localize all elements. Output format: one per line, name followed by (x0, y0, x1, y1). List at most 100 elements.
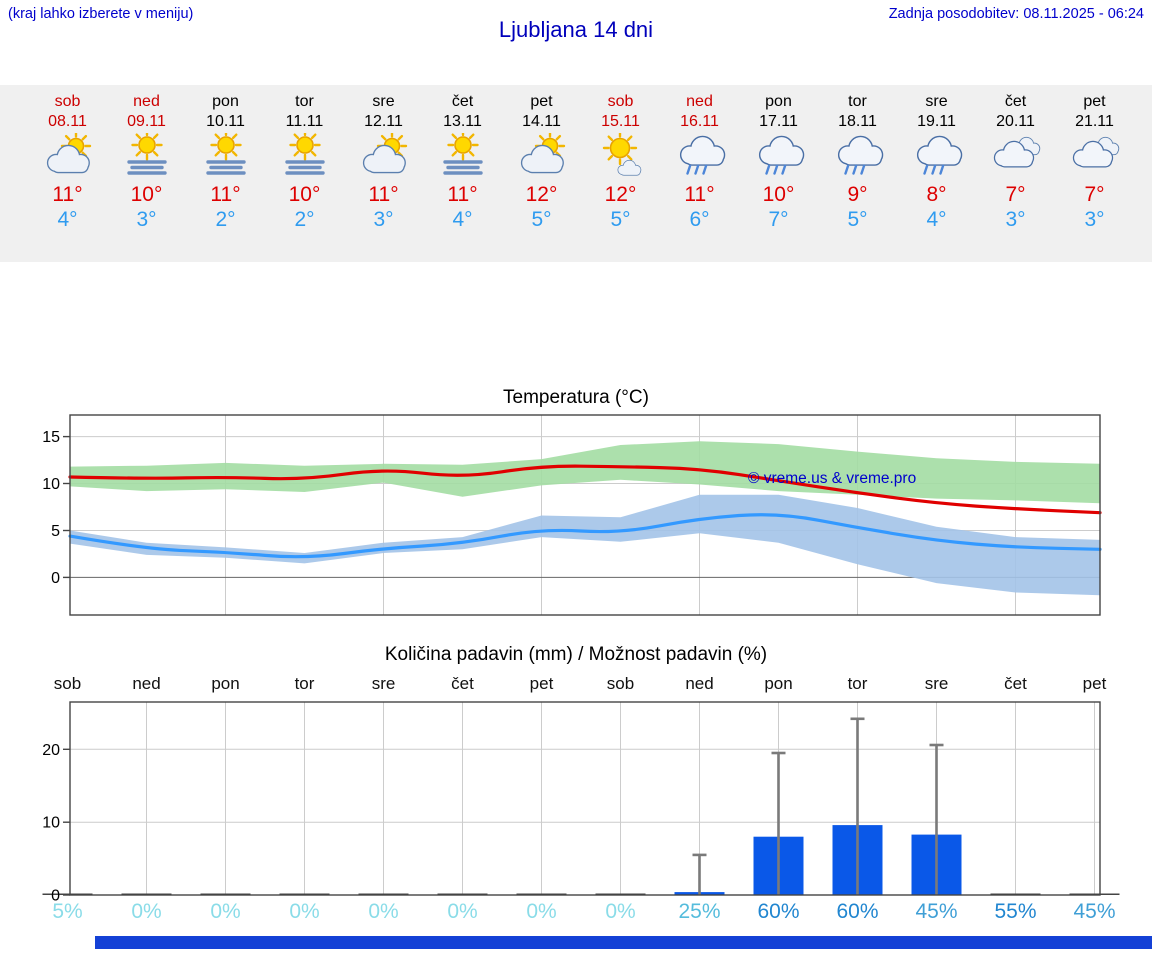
day-name: sob (54, 93, 81, 110)
day-date: 21.11 (1075, 113, 1114, 130)
sun-cloud-icon (514, 130, 570, 179)
day-date: 08.11 (48, 113, 87, 130)
day-high-temp: 7° (1005, 183, 1026, 206)
fog-sun-icon (119, 129, 175, 179)
precip-day-label: tor (294, 674, 315, 693)
day-high-temp: 7° (1084, 183, 1105, 206)
precip-day-label: pet (1082, 674, 1107, 693)
svg-text:0: 0 (51, 570, 60, 587)
rain-icon (909, 133, 965, 179)
day-low-temp: 2° (215, 208, 236, 231)
forecast-day-17.11: pon 17.11 10° 7° (739, 85, 818, 262)
precip-day-label: pon (211, 674, 240, 693)
precip-day-label: tor (847, 674, 868, 693)
page-title: Ljubljana 14 dni (498, 17, 654, 42)
day-date: 16.11 (680, 113, 719, 130)
day-name: tor (295, 93, 314, 110)
day-low-temp: 5° (610, 208, 631, 231)
precip-day-label: ned (132, 674, 161, 693)
day-low-temp: 2° (294, 208, 315, 231)
rain-icon (830, 133, 886, 179)
forecast-day-09.11: ned 09.11 10° 3° (107, 85, 186, 262)
precip-day-label: sre (371, 674, 396, 693)
day-name: čet (451, 93, 474, 110)
day-date: 10.11 (206, 113, 245, 130)
day-date: 09.11 (127, 113, 166, 130)
forecast-day-12.11: sre 12.11 11° 3° (344, 85, 423, 262)
day-name: pon (765, 93, 792, 110)
precipitation-day-labels: sob ned pon tor sre čet pet sob ned pon tor sre čet p… (0, 674, 1152, 694)
forecast-day-14.11: pet 14.11 12° 5° (502, 85, 581, 262)
svg-text:15: 15 (42, 429, 60, 446)
menu-hint: (kraj lahko izberete v meniju) (8, 6, 194, 22)
cloudy-icon (988, 133, 1044, 179)
day-low-temp: 3° (1084, 208, 1105, 231)
svg-text:5: 5 (51, 523, 60, 540)
rain-icon (672, 133, 728, 179)
sun-cloud-icon (40, 130, 96, 179)
day-date: 20.11 (996, 113, 1035, 130)
day-name: pon (212, 93, 239, 110)
forecast-day-19.11: sre 19.11 8° 4° (897, 85, 976, 262)
day-name: sre (925, 93, 948, 110)
precip-probability: 0% (210, 900, 241, 923)
footer-bar (95, 936, 1152, 949)
day-date: 11.11 (285, 113, 324, 130)
precip-day-label: sob (606, 674, 635, 693)
precip-probability: 60% (836, 900, 879, 923)
precip-day-label: ned (685, 674, 714, 693)
day-date: 14.11 (522, 113, 561, 130)
day-date: 18.11 (838, 113, 877, 130)
precip-probability: 0% (289, 900, 320, 923)
forecast-day-20.11: čet 20.11 7° 3° (976, 85, 1055, 262)
day-low-temp: 7° (768, 208, 789, 231)
day-high-temp: 8° (926, 183, 947, 206)
precip-probability: 0% (447, 900, 478, 923)
day-high-temp: 11° (368, 183, 399, 206)
day-high-temp: 12° (604, 183, 637, 206)
rain-icon (751, 133, 807, 179)
day-high-temp: 9° (847, 183, 868, 206)
precip-day-label: čet (1004, 674, 1027, 693)
fog-sun-icon (198, 129, 254, 179)
svg-text:© vreme.us & vreme.pro: © vreme.us & vreme.pro (748, 470, 916, 487)
precipitation-chart: 0 10 20 (42, 701, 1120, 905)
forecast-day-13.11: čet 13.11 11° 4° (423, 85, 502, 262)
day-low-temp: 4° (57, 208, 78, 231)
precip-day-label: sre (924, 674, 949, 693)
day-name: sre (372, 93, 395, 110)
precip-day-label: čet (451, 674, 474, 693)
day-name: tor (848, 93, 867, 110)
precip-probability: 45% (1073, 900, 1116, 923)
forecast-day-21.11: pet 21.11 7° 3° (1055, 85, 1134, 262)
precip-day-label: sob (53, 674, 82, 693)
sun-cloud-icon (356, 130, 412, 179)
day-low-temp: 6° (689, 208, 710, 231)
precipitation-probability-row: 5% 0% 0% 0% 0% 0% 0% 0% 25% 60% 60% 45% 55% 45% (0, 900, 1152, 924)
day-date: 15.11 (601, 113, 640, 130)
svg-text:10: 10 (42, 815, 60, 832)
day-low-temp: 4° (926, 208, 947, 231)
day-low-temp: 3° (1005, 208, 1026, 231)
day-high-temp: 10° (130, 183, 163, 206)
precip-probability: 55% (994, 900, 1037, 923)
day-high-temp: 11° (210, 183, 241, 206)
fog-sun-icon (277, 129, 333, 179)
day-high-temp: 11° (447, 183, 478, 206)
day-high-temp: 11° (684, 183, 715, 206)
temperature-chart: © vreme.us & vreme.pro 0 5 10 15 (42, 414, 1102, 616)
day-low-temp: 4° (452, 208, 473, 231)
forecast-day-16.11: ned 16.11 11° 6° (660, 85, 739, 262)
svg-text:0: 0 (51, 888, 60, 905)
sunny-cloud-icon (593, 130, 649, 179)
day-name: ned (133, 93, 160, 110)
day-name: pet (530, 93, 553, 110)
svg-text:20: 20 (42, 742, 60, 759)
precipitation-chart-title: Količina padavin (mm) / Možnost padavin … (384, 644, 768, 665)
day-high-temp: 12° (525, 183, 558, 206)
precip-probability: 25% (678, 900, 721, 923)
day-date: 13.11 (443, 113, 482, 130)
day-low-temp: 3° (136, 208, 157, 231)
forecast-day-18.11: tor 18.11 9° 5° (818, 85, 897, 262)
precip-day-label: pon (764, 674, 793, 693)
